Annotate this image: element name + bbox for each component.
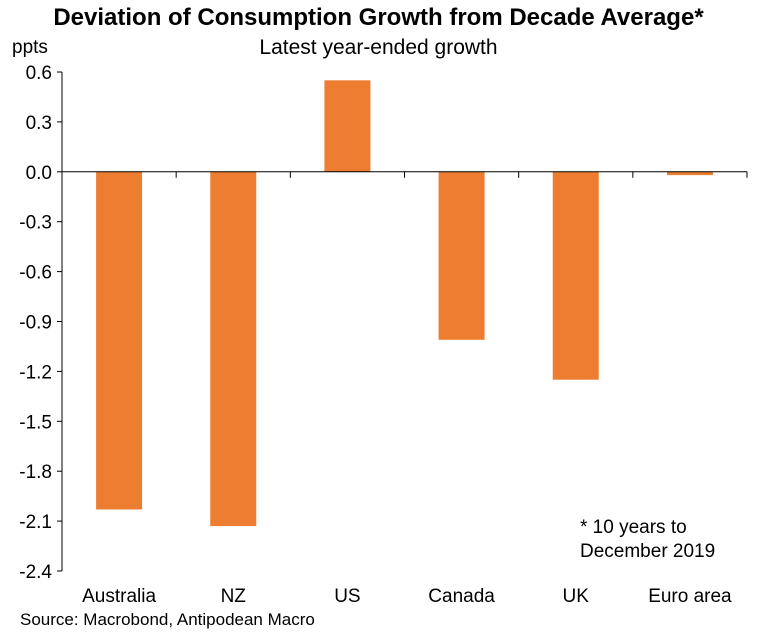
footnote: * 10 years to December 2019	[580, 517, 716, 562]
bar-canada	[438, 171, 485, 340]
bar-uk	[552, 171, 599, 380]
y-tick-label: -1.5	[19, 412, 52, 433]
bar-us	[324, 80, 371, 172]
y-tick-label: -0.6	[19, 263, 52, 284]
bar-australia	[96, 171, 143, 510]
y-tick-label: 0.6	[26, 63, 52, 84]
y-tick-label: 0.0	[26, 163, 52, 184]
bar-nz	[210, 171, 257, 527]
y-tick-label: -2.4	[19, 562, 52, 583]
x-tick-label: Euro area	[648, 586, 732, 607]
x-tick-label: Canada	[428, 586, 495, 607]
y-tick-label: -2.1	[19, 512, 52, 533]
chart-subtitle: Latest year-ended growth	[259, 36, 498, 59]
x-tick-label: NZ	[221, 586, 247, 607]
x-tick-label: UK	[563, 586, 590, 607]
source-note: Source: Macrobond, Antipodean Macro	[20, 610, 315, 629]
y-tick-label: -0.3	[19, 213, 52, 234]
y-axis-label: ppts	[12, 37, 48, 58]
y-tick-label: -1.2	[19, 362, 52, 383]
y-tick-label: 0.3	[26, 113, 52, 134]
y-tick-label: -1.8	[19, 462, 52, 483]
bar-euro-area	[666, 171, 713, 176]
x-tick-label: US	[334, 586, 360, 607]
chart-title: Deviation of Consumption Growth from Dec…	[53, 4, 704, 31]
y-tick-label: -0.9	[19, 313, 52, 334]
x-tick-label: Australia	[82, 586, 156, 607]
